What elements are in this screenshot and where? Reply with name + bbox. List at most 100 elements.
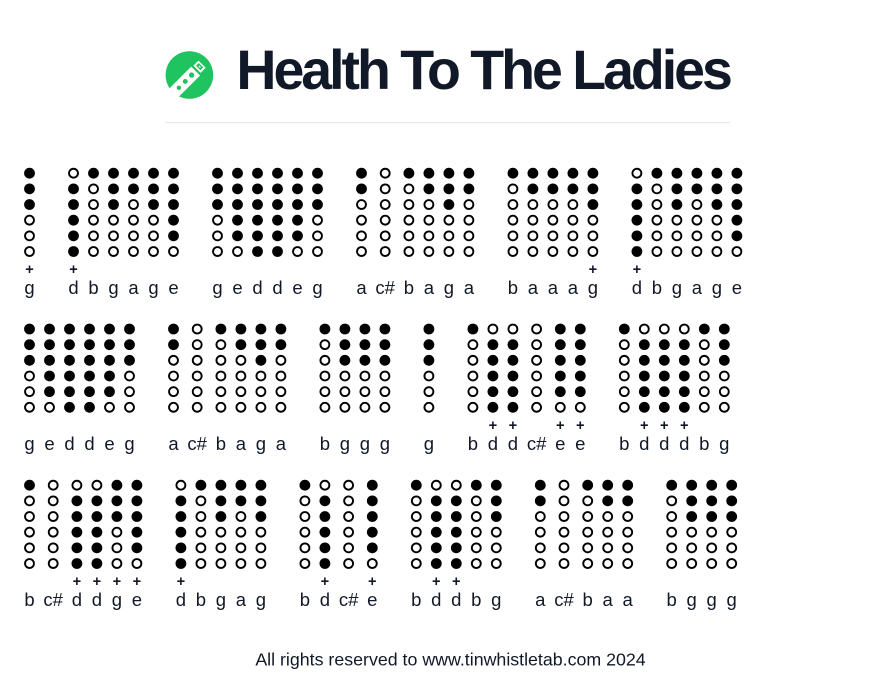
svg-text:d: d bbox=[639, 433, 649, 454]
svg-text:g: g bbox=[727, 589, 737, 610]
svg-text:a: a bbox=[548, 277, 559, 298]
svg-text:a: a bbox=[236, 433, 247, 454]
svg-text:a: a bbox=[535, 589, 546, 610]
svg-text:d: d bbox=[431, 589, 441, 610]
svg-text:b: b bbox=[404, 277, 414, 298]
svg-text:d: d bbox=[451, 589, 461, 610]
svg-text:g: g bbox=[212, 277, 222, 298]
svg-text:b: b bbox=[699, 433, 709, 454]
svg-text:d: d bbox=[176, 589, 186, 610]
svg-text:c#: c# bbox=[339, 589, 359, 610]
svg-text:g: g bbox=[719, 433, 729, 454]
svg-text:g: g bbox=[588, 277, 598, 298]
svg-text:e: e bbox=[44, 433, 54, 454]
svg-text:c#: c# bbox=[527, 433, 547, 454]
svg-text:g: g bbox=[256, 589, 266, 610]
svg-text:+: + bbox=[177, 574, 186, 590]
svg-text:g: g bbox=[687, 589, 697, 610]
svg-text:g: g bbox=[340, 433, 350, 454]
svg-text:g: g bbox=[24, 433, 34, 454]
svg-text:b: b bbox=[320, 433, 330, 454]
svg-text:b: b bbox=[583, 589, 593, 610]
svg-text:d: d bbox=[488, 433, 498, 454]
svg-text:Health To The Ladies: Health To The Ladies bbox=[236, 39, 733, 101]
svg-text:e: e bbox=[292, 277, 302, 298]
svg-text:b: b bbox=[88, 277, 98, 298]
svg-text:b: b bbox=[411, 589, 421, 610]
svg-text:d: d bbox=[68, 277, 78, 298]
svg-text:a: a bbox=[236, 589, 247, 610]
svg-text:d: d bbox=[272, 277, 282, 298]
svg-text:g: g bbox=[707, 589, 717, 610]
svg-text:d: d bbox=[92, 589, 102, 610]
svg-text:d: d bbox=[659, 433, 669, 454]
svg-text:e: e bbox=[232, 277, 242, 298]
svg-text:b: b bbox=[24, 589, 34, 610]
svg-text:g: g bbox=[108, 277, 118, 298]
svg-text:+: + bbox=[73, 574, 82, 590]
svg-text:a: a bbox=[692, 277, 703, 298]
svg-text:+: + bbox=[25, 262, 34, 278]
svg-text:g: g bbox=[148, 277, 158, 298]
svg-text:c#: c# bbox=[187, 433, 207, 454]
svg-text:g: g bbox=[672, 277, 682, 298]
svg-text:d: d bbox=[252, 277, 262, 298]
svg-text:+: + bbox=[452, 574, 461, 590]
svg-text:+: + bbox=[368, 574, 377, 590]
svg-text:a: a bbox=[623, 589, 634, 610]
svg-text:b: b bbox=[667, 589, 677, 610]
svg-text:a: a bbox=[424, 277, 435, 298]
svg-text:e: e bbox=[132, 589, 142, 610]
svg-text:g: g bbox=[256, 433, 266, 454]
svg-text:a: a bbox=[464, 277, 475, 298]
svg-text:a: a bbox=[568, 277, 579, 298]
svg-text:e: e bbox=[575, 433, 585, 454]
svg-text:g: g bbox=[112, 589, 122, 610]
svg-text:+: + bbox=[113, 574, 122, 590]
svg-text:g: g bbox=[444, 277, 454, 298]
svg-text:+: + bbox=[509, 418, 518, 434]
svg-text:d: d bbox=[320, 589, 330, 610]
svg-text:b: b bbox=[619, 433, 629, 454]
svg-text:b: b bbox=[508, 277, 518, 298]
svg-text:b: b bbox=[471, 589, 481, 610]
svg-text:g: g bbox=[124, 433, 134, 454]
svg-text:+: + bbox=[640, 418, 649, 434]
svg-text:e: e bbox=[367, 589, 377, 610]
svg-text:d: d bbox=[508, 433, 518, 454]
svg-text:+: + bbox=[133, 574, 142, 590]
svg-text:+: + bbox=[680, 418, 689, 434]
svg-text:+: + bbox=[93, 574, 102, 590]
svg-text:+: + bbox=[69, 262, 78, 278]
svg-text:c#: c# bbox=[554, 589, 574, 610]
svg-text:e: e bbox=[555, 433, 565, 454]
svg-text:g: g bbox=[712, 277, 722, 298]
svg-text:+: + bbox=[589, 262, 598, 278]
svg-text:a: a bbox=[356, 277, 367, 298]
svg-text:g: g bbox=[491, 589, 501, 610]
svg-text:d: d bbox=[72, 589, 82, 610]
svg-text:All rights reserved to www.tin: All rights reserved to www.tinwhistletab… bbox=[255, 650, 645, 670]
svg-text:+: + bbox=[633, 262, 642, 278]
svg-text:a: a bbox=[168, 433, 179, 454]
svg-text:c#: c# bbox=[43, 589, 63, 610]
svg-text:g: g bbox=[380, 433, 390, 454]
svg-text:d: d bbox=[632, 277, 642, 298]
svg-text:d: d bbox=[84, 433, 94, 454]
svg-text:g: g bbox=[24, 277, 34, 298]
svg-text:+: + bbox=[660, 418, 669, 434]
svg-text:g: g bbox=[216, 589, 226, 610]
svg-text:d: d bbox=[64, 433, 74, 454]
svg-text:a: a bbox=[528, 277, 539, 298]
svg-text:a: a bbox=[128, 277, 139, 298]
svg-text:a: a bbox=[603, 589, 614, 610]
svg-text:e: e bbox=[168, 277, 178, 298]
svg-text:b: b bbox=[468, 433, 478, 454]
svg-text:b: b bbox=[216, 433, 226, 454]
svg-text:g: g bbox=[360, 433, 370, 454]
svg-text:b: b bbox=[652, 277, 662, 298]
svg-text:c#: c# bbox=[375, 277, 395, 298]
svg-text:b: b bbox=[300, 589, 310, 610]
svg-text:g: g bbox=[312, 277, 322, 298]
svg-text:g: g bbox=[424, 433, 434, 454]
